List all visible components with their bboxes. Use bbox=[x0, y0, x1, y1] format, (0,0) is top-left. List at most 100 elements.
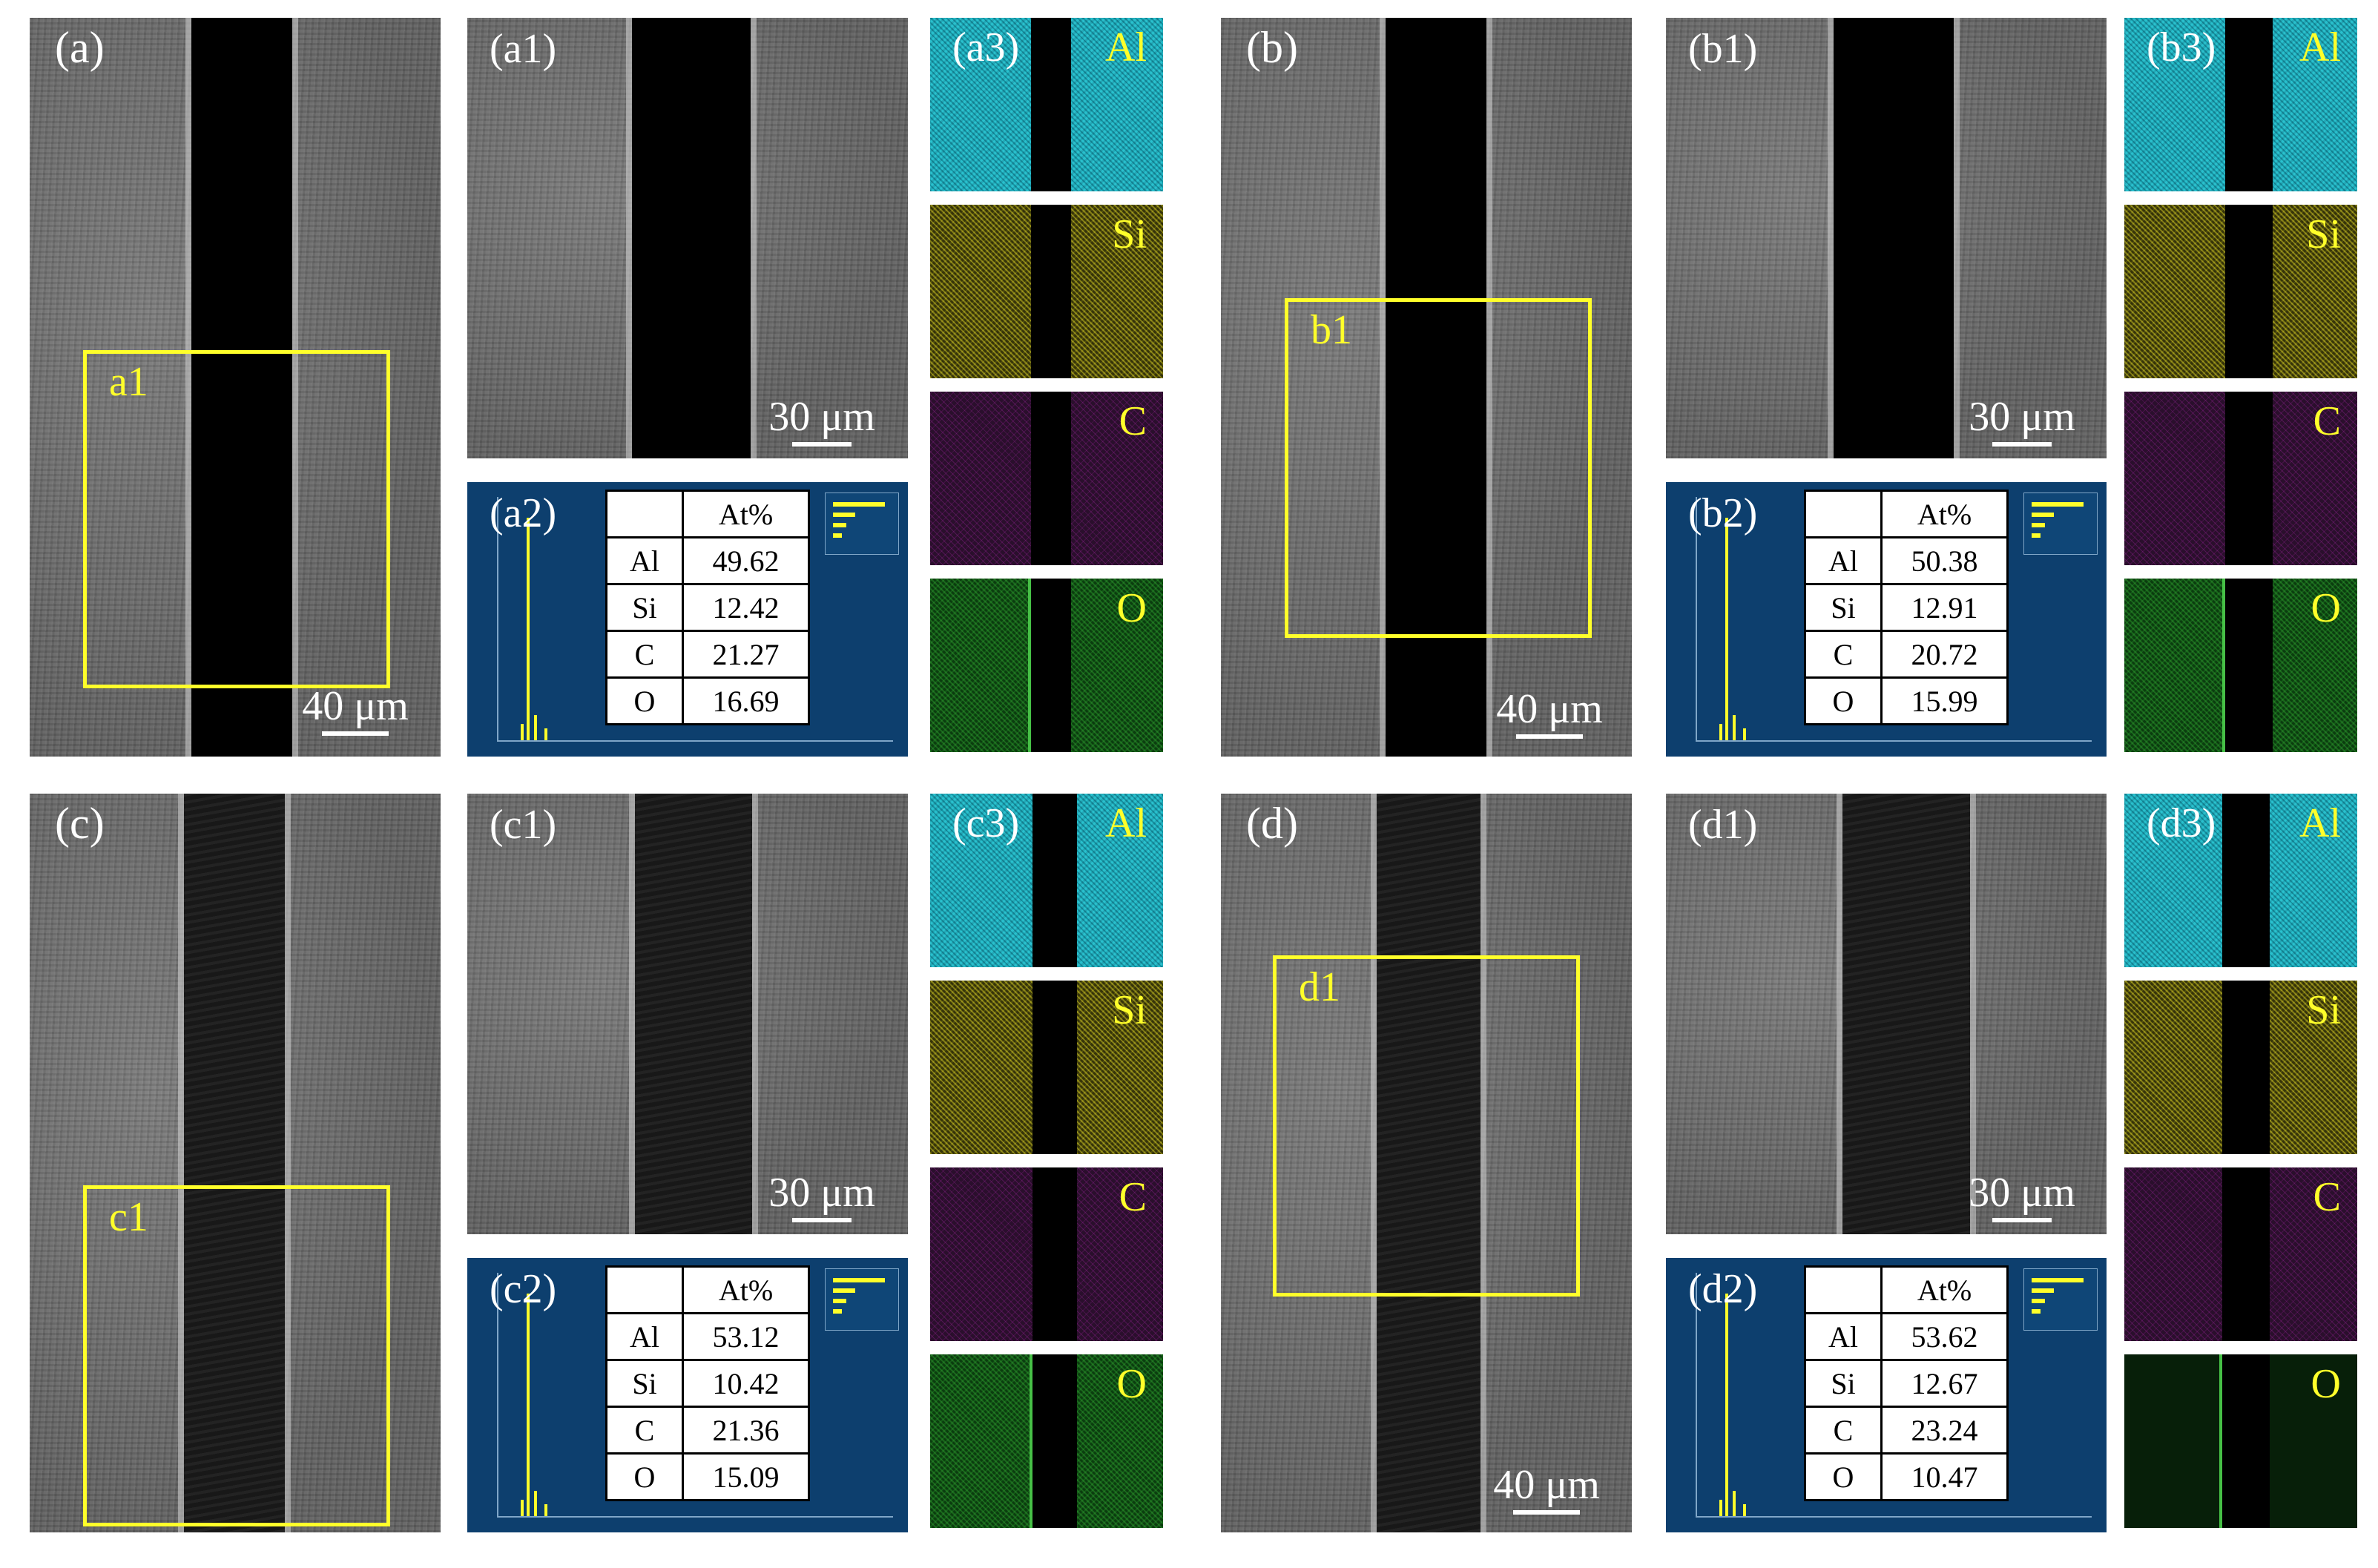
element-cell: O bbox=[1804, 1452, 1883, 1501]
element-cell: Al bbox=[1804, 536, 1883, 585]
eds-map-o: O bbox=[930, 1354, 1163, 1528]
sem-overview-c: (c) c1 bbox=[30, 794, 441, 1532]
panel-group-a: (a) a1 40 μm (a1) 30 μm (a2) At% Al 49.62 bbox=[30, 18, 1165, 760]
value-cell: 15.99 bbox=[1880, 676, 2009, 725]
sem-zoom-a1: (a1) 30 μm bbox=[467, 18, 908, 458]
eds-map-al: (c3) Al bbox=[930, 794, 1163, 967]
composition-table: At% Al 53.62 Si 12.67 C 23.24 O 10.47 bbox=[1804, 1265, 2009, 1501]
table-row: O 15.09 bbox=[605, 1452, 810, 1501]
table-row: Al 53.62 bbox=[1804, 1312, 2009, 1361]
value-cell: 10.47 bbox=[1880, 1452, 2009, 1501]
sem-overview-b: (b) b1 40 μm bbox=[1221, 18, 1632, 757]
eds-spectrum-c2: (c2) At% Al 53.12 Si 10.42 C 21.36 O 15.09 bbox=[467, 1258, 908, 1532]
zoom-region-box: c1 bbox=[83, 1185, 390, 1526]
panel-label: (c3) bbox=[952, 800, 1020, 846]
eds-map-c: C bbox=[2124, 392, 2357, 565]
channel-edge-left bbox=[1380, 18, 1386, 757]
value-cell: 20.72 bbox=[1880, 630, 2009, 679]
channel-edge-right bbox=[285, 794, 291, 1532]
scale-bar-label: 30 μm bbox=[768, 394, 875, 440]
scale-bar-label: 40 μm bbox=[1493, 1462, 1600, 1508]
value-cell: 16.69 bbox=[682, 676, 810, 725]
panel-label: (d) bbox=[1246, 799, 1298, 848]
value-cell: 21.36 bbox=[682, 1406, 810, 1455]
eds-map-c: C bbox=[2124, 1167, 2357, 1341]
channel-edge-right bbox=[1954, 18, 1960, 458]
value-cell: 53.62 bbox=[1880, 1312, 2009, 1361]
panel-label: (d1) bbox=[1688, 802, 1758, 848]
channel-gap bbox=[191, 18, 292, 757]
eds-spectrum-b2: (b2) At% Al 50.38 Si 12.91 C 20.72 O 15.99 bbox=[1666, 482, 2107, 757]
panel-label: (b2) bbox=[1688, 490, 1758, 536]
panel-label: (d3) bbox=[2147, 800, 2216, 846]
element-cell: O bbox=[605, 676, 684, 725]
channel-edge-left bbox=[1828, 18, 1834, 458]
eds-spectrum-a2: (a2) At% Al 49.62 Si 12.42 C 21.27 O 16.69 bbox=[467, 482, 908, 757]
composition-table: At% Al 50.38 Si 12.91 C 20.72 O 15.99 bbox=[1804, 490, 2009, 725]
eds-legend bbox=[825, 1268, 899, 1331]
sem-zoom-b1: (b1) 30 μm bbox=[1666, 18, 2107, 458]
panel-label: (a) bbox=[55, 23, 105, 72]
scale-bar: 40 μm bbox=[285, 685, 426, 736]
eds-map-c: C bbox=[930, 1167, 1163, 1341]
panel-label: (d2) bbox=[1688, 1266, 1758, 1312]
channel-edge-left bbox=[1371, 794, 1377, 1532]
channel-edge-right bbox=[751, 18, 757, 458]
element-cell: Al bbox=[605, 1312, 684, 1361]
element-label: O bbox=[1116, 1361, 1147, 1407]
element-cell: C bbox=[605, 1406, 684, 1455]
element-label: Si bbox=[2306, 211, 2341, 257]
table-row: Si 12.67 bbox=[1804, 1359, 2009, 1408]
eds-map-c: C bbox=[930, 392, 1163, 565]
channel-gap bbox=[1842, 794, 1970, 1234]
table-row: O 15.99 bbox=[1804, 676, 2009, 725]
eds-legend bbox=[2023, 493, 2098, 555]
element-label: O bbox=[1116, 585, 1147, 631]
panel-label: (b) bbox=[1246, 23, 1298, 72]
element-cell: Si bbox=[605, 583, 684, 632]
element-label: Si bbox=[1112, 211, 1147, 257]
scale-bar-label: 30 μm bbox=[1969, 1170, 2075, 1216]
panel-label: (c1) bbox=[490, 802, 557, 848]
value-cell: 23.24 bbox=[1880, 1406, 2009, 1455]
channel-edge-left bbox=[185, 18, 191, 757]
element-cell: Si bbox=[1804, 1359, 1883, 1408]
table-row: O 10.47 bbox=[1804, 1452, 2009, 1501]
table-header: At% bbox=[682, 490, 810, 538]
scale-bar: 30 μm bbox=[1948, 396, 2096, 447]
panel-label: (a1) bbox=[490, 26, 557, 72]
zoom-region-label: c1 bbox=[109, 1194, 148, 1240]
element-label: O bbox=[2311, 585, 2341, 631]
eds-map-si: Si bbox=[2124, 981, 2357, 1154]
sem-zoom-d1: (d1) 30 μm bbox=[1666, 794, 2107, 1234]
table-header: At% bbox=[682, 1265, 810, 1314]
scale-bar-label: 30 μm bbox=[1969, 394, 2075, 440]
channel-edge-left bbox=[1837, 794, 1842, 1234]
panel-label: (c2) bbox=[490, 1266, 557, 1312]
panel-label: (c) bbox=[55, 799, 105, 848]
channel-edge-right bbox=[752, 794, 758, 1234]
scale-bar: 40 μm bbox=[1479, 688, 1620, 739]
table-header: At% bbox=[1880, 1265, 2009, 1314]
table-row: C 21.27 bbox=[605, 630, 810, 679]
panel-label: (a2) bbox=[490, 490, 557, 536]
table-header: At% bbox=[1880, 490, 2009, 538]
zoom-region-box: d1 bbox=[1273, 955, 1580, 1297]
channel-gap bbox=[1377, 794, 1481, 1532]
element-cell: Si bbox=[1804, 583, 1883, 632]
value-cell: 12.67 bbox=[1880, 1359, 2009, 1408]
value-cell: 49.62 bbox=[682, 536, 810, 585]
eds-map-al: (b3) Al bbox=[2124, 18, 2357, 191]
element-label: Al bbox=[1105, 800, 1147, 846]
eds-map-o: O bbox=[930, 579, 1163, 752]
eds-map-o: O bbox=[2124, 579, 2357, 752]
element-label: Si bbox=[2306, 987, 2341, 1033]
eds-spectrum-d2: (d2) At% Al 53.62 Si 12.67 C 23.24 O 10.47 bbox=[1666, 1258, 2107, 1532]
eds-map-o: O bbox=[2124, 1354, 2357, 1528]
value-cell: 15.09 bbox=[682, 1452, 810, 1501]
table-row: Si 12.42 bbox=[605, 583, 810, 632]
eds-map-si: Si bbox=[930, 205, 1163, 378]
element-cell: C bbox=[1804, 1406, 1883, 1455]
element-label: Al bbox=[1105, 24, 1147, 70]
channel-gap bbox=[1386, 18, 1486, 757]
